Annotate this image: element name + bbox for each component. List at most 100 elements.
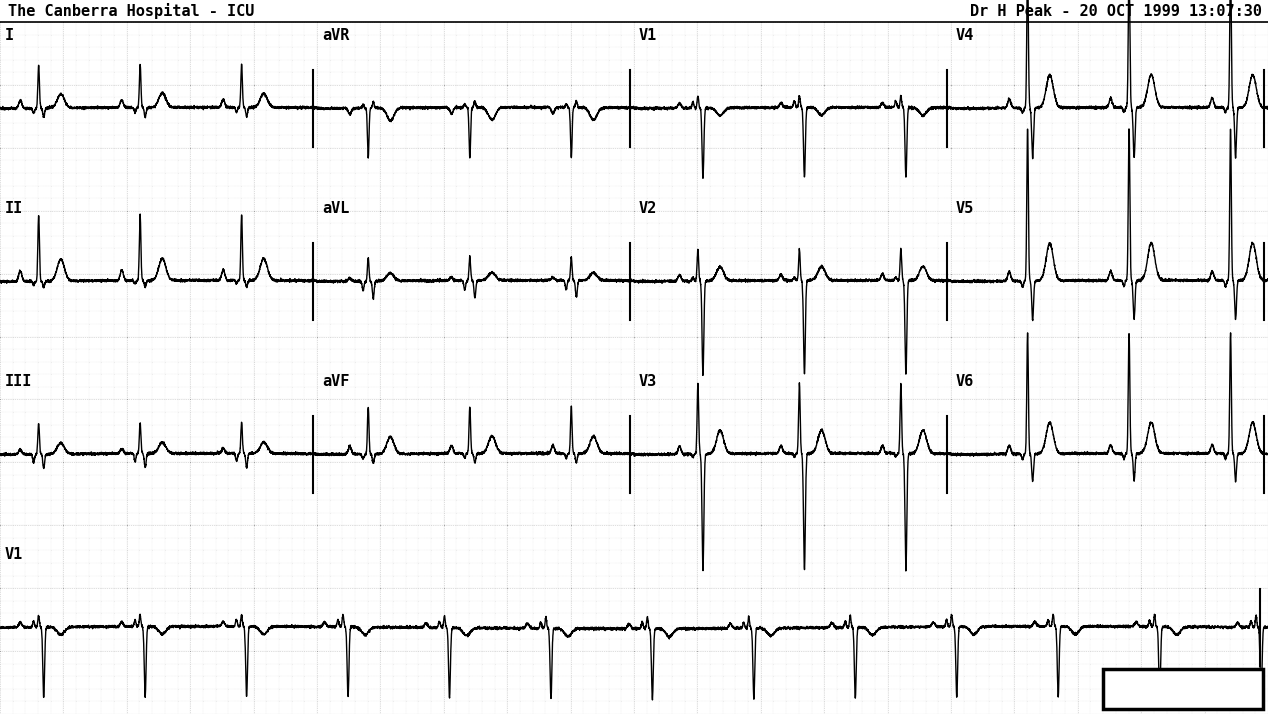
Point [915, 520, 936, 531]
Point [193, 494, 213, 506]
Point [548, 419, 568, 431]
Point [1169, 507, 1189, 518]
Point [624, 545, 644, 556]
Point [738, 570, 758, 581]
Point [535, 117, 555, 129]
Point [446, 608, 467, 619]
Point [586, 306, 606, 317]
Point [408, 193, 429, 204]
Point [1144, 583, 1164, 594]
Bar [1103, 669, 1263, 709]
Point [662, 92, 682, 104]
Point [1245, 79, 1265, 91]
Point [1080, 142, 1101, 154]
Point [1030, 129, 1050, 141]
Point [1131, 708, 1151, 714]
Point [637, 230, 657, 241]
Point [649, 218, 670, 229]
Point [180, 293, 200, 304]
Point [624, 142, 644, 154]
Point [1118, 205, 1139, 216]
Point [446, 268, 467, 279]
Point [814, 54, 834, 66]
Point [1042, 331, 1063, 342]
Point [649, 670, 670, 682]
Point [91, 92, 112, 104]
Point [1232, 281, 1253, 292]
Point [307, 558, 327, 569]
Point [1055, 658, 1075, 670]
Point [383, 318, 403, 330]
Point [41, 205, 61, 216]
Point [649, 444, 670, 456]
Point [358, 193, 378, 204]
Point [548, 205, 568, 216]
Point [446, 92, 467, 104]
Point [1232, 406, 1253, 418]
Point [53, 658, 74, 670]
Point [624, 142, 644, 154]
Point [624, 167, 644, 178]
Text: aVR: aVR [322, 29, 350, 44]
Point [472, 393, 492, 405]
Point [332, 293, 353, 304]
Point [281, 281, 302, 292]
Point [979, 608, 999, 619]
Point [1004, 683, 1025, 695]
Point [560, 645, 581, 657]
Point [865, 558, 885, 569]
Point [801, 419, 822, 431]
Point [877, 218, 898, 229]
Point [231, 79, 251, 91]
Point [104, 469, 124, 481]
Point [41, 66, 61, 78]
Point [1093, 79, 1113, 91]
Point [1182, 155, 1202, 166]
Point [66, 66, 86, 78]
Point [1131, 117, 1151, 129]
Point [903, 570, 923, 581]
Point [1245, 570, 1265, 581]
Point [1030, 230, 1050, 241]
Point [814, 457, 834, 468]
Point [890, 406, 910, 418]
Point [243, 331, 264, 342]
Point [852, 180, 872, 191]
Point [510, 695, 530, 707]
Point [1030, 583, 1050, 594]
Point [992, 482, 1012, 493]
Point [180, 620, 200, 632]
Point [129, 230, 150, 241]
Point [1131, 431, 1151, 443]
Point [789, 583, 809, 594]
Point [3, 608, 23, 619]
Point [15, 570, 36, 581]
Point [104, 583, 124, 594]
Point [294, 54, 314, 66]
Point [738, 268, 758, 279]
Point [1182, 243, 1202, 254]
Point [966, 79, 987, 91]
Point [751, 520, 771, 531]
Point [1004, 205, 1025, 216]
Point [877, 256, 898, 267]
Point [877, 180, 898, 191]
Point [725, 406, 746, 418]
Point [1080, 356, 1101, 368]
Point [421, 306, 441, 317]
Point [662, 393, 682, 405]
Point [0, 583, 10, 594]
Point [155, 79, 175, 91]
Point [751, 180, 771, 191]
Point [408, 243, 429, 254]
Point [966, 66, 987, 78]
Point [903, 620, 923, 632]
Point [675, 79, 695, 91]
Point [992, 494, 1012, 506]
Point [1245, 218, 1265, 229]
Point [193, 193, 213, 204]
Point [954, 243, 974, 254]
Point [1068, 431, 1088, 443]
Point [675, 583, 695, 594]
Point [0, 368, 10, 380]
